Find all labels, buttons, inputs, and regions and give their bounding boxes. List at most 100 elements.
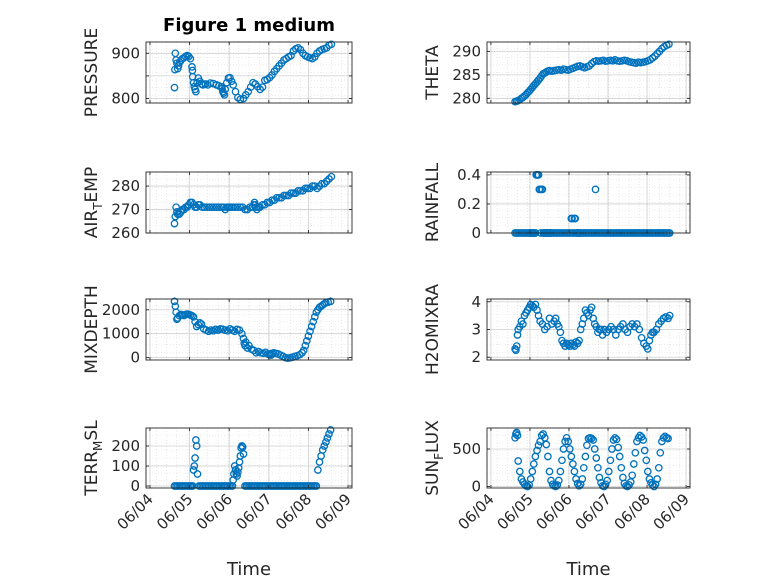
data-point — [170, 297, 179, 306]
data-point — [229, 81, 238, 89]
y-axis-label-7: TERRMSL — [82, 420, 105, 497]
data-point — [583, 441, 591, 450]
data-point — [575, 336, 583, 345]
data-point — [533, 446, 541, 455]
data-point — [570, 467, 579, 476]
data-point — [238, 442, 246, 450]
data-point — [556, 467, 565, 476]
data-point — [513, 331, 522, 339]
data-point — [218, 84, 226, 93]
data-point — [526, 475, 535, 483]
axes-frame — [486, 171, 691, 234]
data-point — [325, 430, 333, 438]
data-point — [241, 341, 249, 350]
data-point — [556, 328, 565, 337]
x-axis-label: Time — [565, 559, 610, 580]
data-point — [249, 346, 258, 355]
y-tick-label: 285 — [452, 66, 481, 84]
grid — [486, 171, 691, 234]
data-point — [302, 337, 311, 345]
data-point — [575, 481, 583, 490]
data-point — [514, 457, 523, 465]
data-point — [207, 203, 216, 212]
y-axis-label-1: PRESSURE — [82, 28, 102, 117]
data-point — [233, 472, 241, 480]
data-point — [172, 203, 180, 212]
x-tick-label: 06/07 — [572, 490, 615, 533]
data-point — [312, 482, 321, 490]
data-point — [258, 83, 267, 92]
subplot-1-pressure: 800 900 PRESSURE Figure 1 medium — [82, 15, 353, 117]
data-point — [193, 470, 202, 478]
data-point — [665, 40, 673, 49]
data-point — [318, 446, 327, 454]
data-point — [198, 203, 207, 212]
y-tick-label: 0 — [130, 349, 140, 367]
data-point — [229, 203, 238, 212]
data-point — [327, 172, 336, 181]
data-point — [565, 445, 574, 453]
data-point — [327, 40, 336, 49]
data-point — [511, 433, 519, 442]
data-point — [313, 184, 321, 193]
data-point — [645, 475, 654, 483]
data-point — [299, 49, 307, 58]
subplot-3-air-temp: 260 270 280 AIRTEMP — [82, 167, 353, 242]
data-point — [217, 203, 226, 212]
data-point — [529, 460, 538, 468]
x-tick-label: 06/05 — [493, 490, 536, 533]
series-markers — [511, 300, 674, 355]
data-point — [194, 320, 203, 329]
data-point — [299, 346, 308, 355]
data-point — [287, 189, 295, 197]
y-tick-label: 100 — [111, 457, 140, 475]
data-point — [545, 467, 554, 476]
y-tick-label: 500 — [452, 440, 481, 458]
data-point — [310, 182, 319, 190]
data-point — [322, 177, 331, 186]
y-tick-label: 2000 — [102, 301, 140, 319]
y-axis-label-3: AIRTEMP — [82, 167, 105, 238]
data-point — [320, 179, 329, 188]
y-tick-label: 200 — [111, 437, 140, 455]
y-tick-label: 260 — [111, 224, 140, 242]
data-point — [280, 191, 288, 200]
data-point — [528, 467, 537, 476]
data-point — [656, 448, 665, 457]
data-point — [601, 480, 610, 489]
y-tick-label: 280 — [452, 89, 481, 107]
data-point — [611, 433, 619, 442]
y-tick-label: 0 — [471, 478, 481, 496]
y-tick-label: 0.2 — [457, 195, 481, 213]
data-point — [606, 456, 615, 465]
subplot-2-theta: 280 285 290 THETA — [423, 40, 691, 107]
data-point — [635, 325, 644, 334]
data-point — [188, 63, 196, 71]
data-point — [651, 480, 660, 489]
y-tick-label: 0 — [471, 224, 481, 242]
series-markers — [170, 40, 336, 104]
series-markers — [511, 428, 672, 491]
data-point — [614, 443, 623, 452]
data-point — [192, 87, 200, 96]
data-point — [615, 452, 624, 461]
x-tick-label: 06/09 — [650, 490, 693, 533]
data-point — [323, 434, 332, 442]
data-point — [538, 185, 547, 194]
data-point — [307, 322, 316, 331]
data-point — [272, 193, 281, 202]
y-tick-label: 4 — [471, 293, 481, 311]
data-point — [512, 342, 521, 350]
y-tick-label: 280 — [111, 177, 140, 195]
series-markers — [170, 297, 335, 362]
data-point — [653, 49, 662, 58]
data-point — [590, 445, 599, 453]
data-point — [230, 462, 239, 470]
data-point — [589, 436, 598, 444]
data-point — [558, 456, 566, 465]
data-point — [642, 456, 651, 465]
data-point — [189, 466, 198, 474]
data-point — [587, 434, 596, 443]
data-point — [567, 452, 576, 461]
